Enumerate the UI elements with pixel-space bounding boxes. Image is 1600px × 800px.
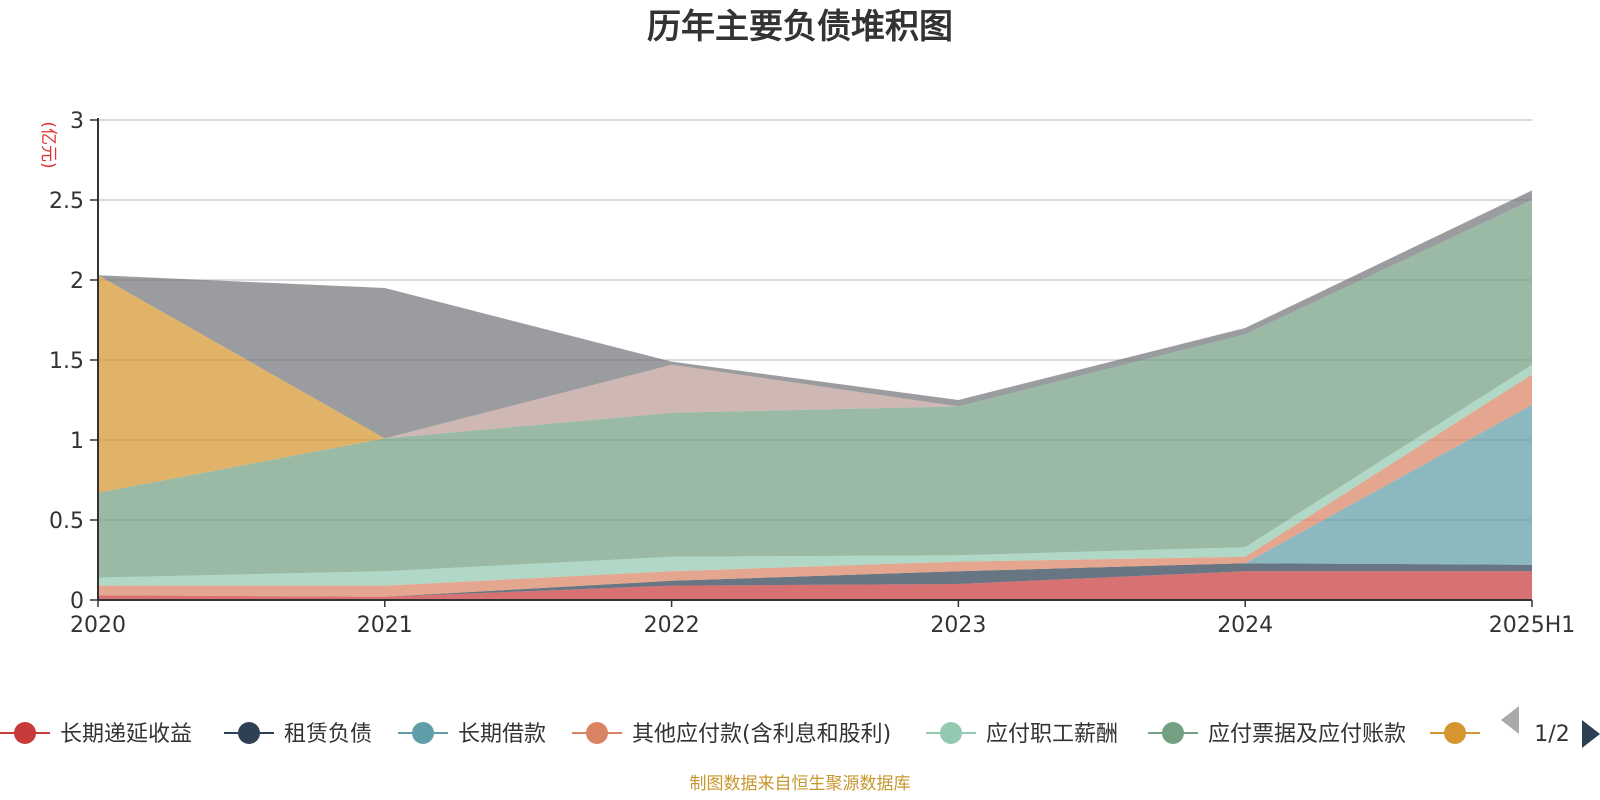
legend-prev-arrow-icon[interactable] (1501, 706, 1519, 734)
legend-item[interactable]: 租赁负债 (224, 722, 372, 747)
legend-marker-icon (1162, 722, 1184, 744)
legend-label: 应付票据及应付账款 (1208, 722, 1406, 747)
legend-marker-icon (238, 722, 260, 744)
y-tick-label: 1.5 (49, 349, 84, 374)
legend-item[interactable]: 其他应付款(含利息和股利) (572, 722, 891, 747)
legend-page-indicator: 1/2 (1534, 722, 1569, 747)
x-tick-label: 2020 (70, 613, 126, 638)
x-tick-label: 2025H1 (1489, 613, 1576, 638)
legend-pager: 1/2 (1501, 706, 1600, 748)
y-tick-label: 2 (70, 269, 84, 294)
y-tick-label: 0 (70, 589, 84, 614)
area-series (98, 200, 1532, 578)
x-tick-label: 2024 (1217, 613, 1273, 638)
area-series (98, 190, 1532, 439)
legend-marker-icon (586, 722, 608, 744)
y-axis-unit-label: (亿元) (38, 121, 58, 168)
y-tick-label: 2.5 (49, 189, 84, 214)
legend-label: 长期递延收益 (60, 722, 192, 747)
legend-marker-icon (940, 722, 962, 744)
legend-item[interactable]: 长期递延收益 (0, 722, 192, 747)
y-tick-label: 0.5 (49, 509, 84, 534)
legend-label: 租赁负债 (284, 722, 372, 747)
area-series (98, 200, 1532, 493)
legend-item[interactable]: 应付职工薪酬 (926, 722, 1118, 747)
legend-marker-icon (412, 722, 434, 744)
x-tick-label: 2023 (930, 613, 986, 638)
legend-label: 其他应付款(含利息和股利) (632, 722, 891, 747)
legend: 长期递延收益 租赁负债 长期借款 其他应付款(含利息和股利) 应付职工薪酬 应付票据及应付… (0, 722, 1578, 747)
stacked-areas (98, 190, 1532, 600)
area-series (98, 200, 1532, 439)
x-tick-label: 2021 (357, 613, 413, 638)
legend-next-arrow-icon[interactable] (1582, 720, 1600, 748)
legend-label: 长期借款 (458, 722, 546, 747)
legend-marker-icon (1444, 722, 1466, 744)
area-series (98, 563, 1532, 597)
legend-item[interactable]: 长期借款 (398, 722, 546, 747)
chart-title: 历年主要负债堆积图 (647, 7, 953, 47)
x-tick-label: 2022 (644, 613, 700, 638)
legend-label: 应付职工薪酬 (986, 722, 1118, 747)
area-series (98, 571, 1532, 600)
legend-item[interactable]: 应付票据及应付账款 (1148, 722, 1406, 747)
legend-marker-icon (14, 722, 36, 744)
axes: 0 0.5 1 1.5 2 2.5 3 2020 2021 2022 2023 2024 2025H1 (49, 109, 1575, 638)
data-source-note: 制图数据来自恒生聚源数据库 (690, 774, 911, 794)
legend-item[interactable]: 短期借款 (1430, 722, 1578, 747)
y-tick-label: 3 (70, 109, 84, 134)
y-tick-label: 1 (70, 429, 84, 454)
